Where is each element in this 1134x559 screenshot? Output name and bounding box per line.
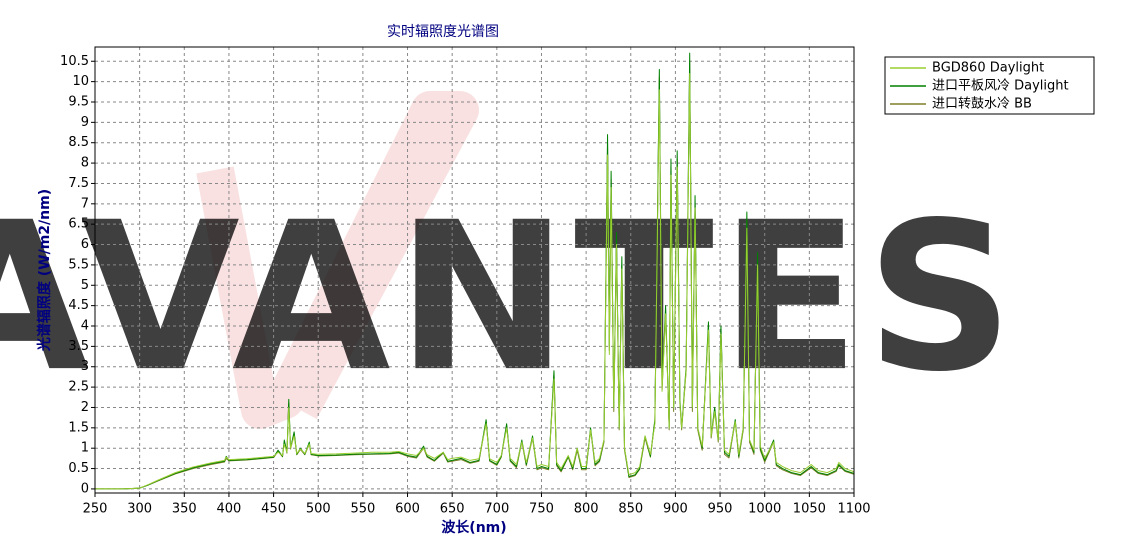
y-tick-label: 10 — [72, 74, 89, 89]
x-tick-label: 600 — [395, 502, 420, 517]
y-tick-label: 0.5 — [68, 461, 89, 476]
y-tick-label: 4.5 — [68, 298, 89, 313]
x-tick-label: 650 — [440, 502, 465, 517]
chart-title: 实时辐照度光谱图 — [387, 24, 499, 40]
y-tick-label: 5.5 — [68, 257, 89, 272]
x-axis-label: 波长(nm) — [441, 519, 506, 536]
y-tick-label: 9.5 — [68, 94, 89, 109]
watermark: AVANTES — [0, 179, 1020, 417]
watermark-group: AVANTES — [0, 91, 1020, 429]
y-tick-label: 8 — [81, 156, 89, 171]
x-tick-label: 700 — [484, 502, 509, 517]
watermark-stroke — [196, 91, 479, 429]
x-tick-label: 400 — [217, 502, 242, 517]
y-tick-label: 4 — [81, 319, 89, 334]
x-tick-label: 750 — [529, 502, 554, 517]
series-line — [95, 72, 854, 490]
x-tick-label: 800 — [574, 502, 599, 517]
y-tick-label: 6 — [81, 237, 89, 252]
x-tick-label: 350 — [172, 502, 197, 517]
y-tick-label: 10.5 — [60, 54, 89, 69]
x-tick-label: 250 — [83, 502, 108, 517]
x-tick-label: 1100 — [837, 502, 870, 517]
x-tick-label: 1000 — [748, 502, 781, 517]
legend-label: BGD860 Daylight — [932, 61, 1044, 76]
y-tick-label: 3 — [81, 359, 89, 374]
x-tick-label: 950 — [708, 502, 733, 517]
legend-label: 进口平板风冷 Daylight — [932, 79, 1069, 94]
y-axis-label: 光谱辐照度 (W/m2/nm) — [36, 189, 53, 352]
x-tick-label: 900 — [663, 502, 688, 517]
y-tick-label: 7.5 — [68, 176, 89, 191]
legend-label: 进口转鼓水冷 BB — [932, 97, 1032, 112]
x-tick-label: 850 — [618, 502, 643, 517]
y-tick-label: 2.5 — [68, 380, 89, 395]
x-tick-label: 1050 — [793, 502, 826, 517]
y-tick-label: 5 — [81, 278, 89, 293]
x-tick-label: 450 — [261, 502, 286, 517]
y-tick-label: 1.5 — [68, 420, 89, 435]
x-tick-label: 550 — [350, 502, 375, 517]
x-tick-label: 500 — [306, 502, 331, 517]
y-tick-label: 1 — [81, 441, 89, 456]
x-tick-label: 300 — [127, 502, 152, 517]
y-tick-label: 2 — [81, 400, 89, 415]
y-tick-label: 6.5 — [68, 217, 89, 232]
y-tick-label: 7 — [81, 196, 89, 211]
y-tick-label: 8.5 — [68, 135, 89, 150]
plot-frame — [94, 46, 855, 494]
y-tick-label: 9 — [81, 115, 89, 130]
y-tick-label: 0 — [81, 481, 89, 496]
y-tick-label: 3.5 — [68, 339, 89, 354]
